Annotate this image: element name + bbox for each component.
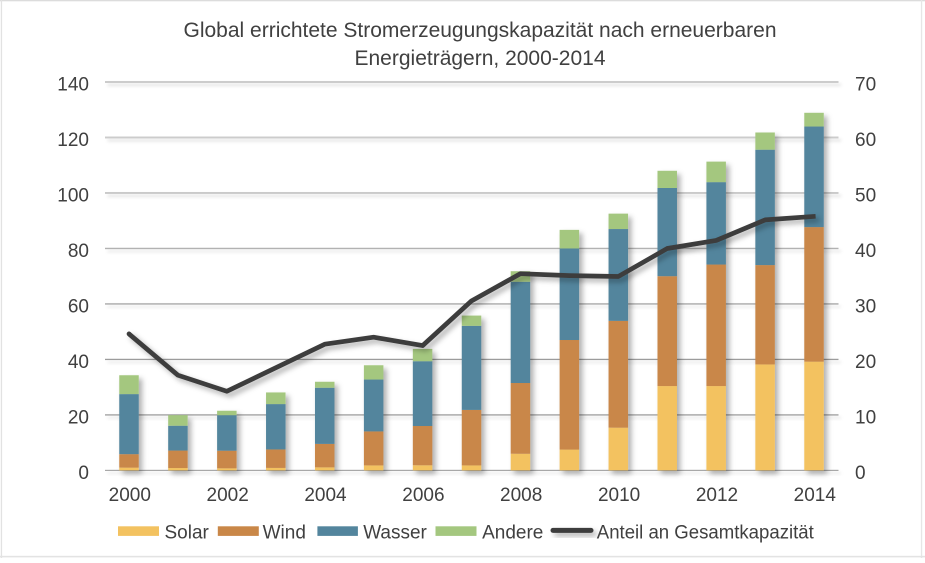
svg-text:2010: 2010 [598,485,640,506]
svg-text:100: 100 [57,186,89,207]
svg-text:140: 140 [57,75,89,96]
svg-text:80: 80 [68,241,89,262]
svg-text:Solar: Solar [165,523,210,544]
svg-text:Andere: Andere [482,523,543,544]
svg-text:20: 20 [855,352,876,373]
svg-text:60: 60 [68,297,89,318]
svg-text:Wind: Wind [263,523,306,544]
svg-text:2012: 2012 [696,485,738,506]
svg-text:40: 40 [855,241,876,262]
svg-text:2002: 2002 [207,485,249,506]
svg-text:120: 120 [57,130,89,151]
svg-text:2014: 2014 [794,485,837,506]
svg-text:Anteil an Gesamtkapazität: Anteil an Gesamtkapazität [597,523,815,544]
svg-text:Energieträgern, 2000-2014: Energieträgern, 2000-2014 [354,47,605,70]
svg-text:50: 50 [855,186,876,207]
svg-text:10: 10 [855,408,876,429]
svg-text:2000: 2000 [109,485,151,506]
svg-text:40: 40 [68,352,89,373]
svg-text:2006: 2006 [402,485,444,506]
svg-text:70: 70 [855,75,876,96]
svg-text:Wasser: Wasser [363,523,427,544]
svg-text:2008: 2008 [500,485,542,506]
svg-text:0: 0 [855,463,866,484]
svg-text:60: 60 [855,130,876,151]
svg-text:Global errichtete Stromerzeugu: Global errichtete Stromerzeugungskapazit… [183,19,776,42]
svg-text:2004: 2004 [304,485,347,506]
svg-text:30: 30 [855,297,876,318]
svg-text:0: 0 [78,463,89,484]
svg-text:20: 20 [68,408,89,429]
